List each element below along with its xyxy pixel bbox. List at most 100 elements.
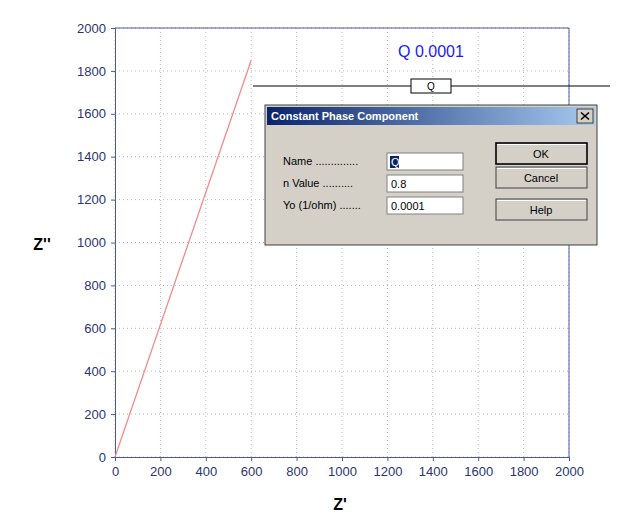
x-axis-tick: 1200 <box>373 457 402 479</box>
x-axis-tick: 200 <box>150 457 172 479</box>
button-highlight <box>497 144 586 145</box>
grid-line-y <box>115 70 569 71</box>
y-axis-tick-mark <box>111 328 115 329</box>
field-input[interactable] <box>387 197 463 214</box>
circuit-element: QQ 0.0001 <box>253 43 610 93</box>
y-axis-tick: 200 <box>84 407 115 422</box>
button-label: Cancel <box>524 172 558 184</box>
button[interactable] <box>496 167 587 188</box>
y-axis-title: Z'' <box>33 236 50 253</box>
x-axis-tick-label: 1200 <box>373 464 402 479</box>
x-axis-tick-mark <box>251 457 252 461</box>
dialog: Constant Phase ComponentName ...........… <box>265 105 597 245</box>
y-axis-tick-mark <box>111 414 115 415</box>
x-axis-tick: 400 <box>195 457 217 479</box>
y-axis-tick-label: 2000 <box>77 21 106 36</box>
grid-line-y <box>115 328 569 329</box>
x-axis-tick-label: 0 <box>112 464 119 479</box>
grid-line-y <box>115 371 569 372</box>
y-axis-tick: 800 <box>84 278 115 293</box>
y-axis-line <box>111 29 116 458</box>
y-axis-tick-label: 0 <box>99 450 106 465</box>
grid-line-y <box>115 414 569 415</box>
x-axis-tick-label: 1800 <box>510 464 539 479</box>
field-input[interactable] <box>387 153 463 170</box>
x-axis-tick-mark <box>342 457 343 461</box>
y-axis-tick-label: 400 <box>84 364 106 379</box>
dialog-titlebar <box>267 107 595 125</box>
plot-area <box>115 60 251 457</box>
field-label: n Value .......... <box>283 177 353 189</box>
chart: 0 200 400 600 800 1000 1200 1400 1600 1800 2000 0 20… <box>0 0 629 524</box>
x-axis-tick-label: 800 <box>286 464 308 479</box>
x-axis-tick-label: 1400 <box>419 464 448 479</box>
button[interactable] <box>496 199 587 220</box>
y-axis-tick-mark <box>111 114 115 115</box>
field-value: 0.0001 <box>391 200 425 212</box>
y-axis-tick-mark <box>111 157 115 158</box>
y-axis-tick-mark <box>111 200 115 201</box>
x-axis-tick: 1400 <box>419 457 448 479</box>
grid-line-y <box>115 28 569 29</box>
y-axis-tick: 1600 <box>77 106 115 121</box>
y-axis-tick-label: 1200 <box>77 192 106 207</box>
close-button-face[interactable] <box>577 109 593 123</box>
x-axis-tick-label: 2000 <box>555 464 584 479</box>
y-axis: 0 200 400 600 800 1000 1200 1400 1600 1800 2000 <box>77 21 115 465</box>
x-axis-tick-mark <box>297 457 298 461</box>
y-axis-tick-mark <box>111 371 115 372</box>
x-axis-tick-mark <box>160 457 161 461</box>
selection-highlight <box>390 156 399 168</box>
field-input[interactable] <box>387 175 463 192</box>
y-axis-tick-label: 1600 <box>77 106 106 121</box>
y-axis-tick-mark <box>111 243 115 244</box>
x-axis-tick: 2000 <box>555 457 584 479</box>
x-axis-tick: 800 <box>286 457 308 479</box>
y-axis-tick-mark <box>111 285 115 286</box>
y-axis-tick-label: 800 <box>84 278 106 293</box>
y-axis-tick-mark <box>111 457 115 458</box>
button-highlight <box>497 168 586 169</box>
x-axis-tick-mark <box>524 457 525 461</box>
x-axis: 0 200 400 600 800 1000 1200 1400 1600 1800 2000 <box>112 457 584 479</box>
y-axis-tick: 400 <box>84 364 115 379</box>
x-axis-line <box>116 458 570 462</box>
x-axis-tick-mark <box>433 457 434 461</box>
x-axis-tick-label: 600 <box>241 464 263 479</box>
x-axis-tick-label: 400 <box>195 464 217 479</box>
y-axis-tick-mark <box>111 71 115 72</box>
y-axis-tick: 600 <box>84 321 115 336</box>
x-axis-tick: 1600 <box>464 457 493 479</box>
dialog-body <box>265 105 597 245</box>
element-label: Q 0.0001 <box>398 43 464 60</box>
y-axis-tick-label: 600 <box>84 321 106 336</box>
x-axis-tick: 1800 <box>510 457 539 479</box>
x-axis-tick: 600 <box>241 457 263 479</box>
x-axis-tick-mark <box>569 457 570 461</box>
field-label: Yo (1/ohm) ....... <box>283 199 361 211</box>
close-button[interactable] <box>577 109 593 123</box>
y-axis-tick-label: 1000 <box>77 235 106 250</box>
grid-line-y <box>115 285 569 286</box>
x-axis-tick: 1000 <box>328 457 357 479</box>
y-axis-tick-label: 1800 <box>77 64 106 79</box>
x-axis-tick-mark <box>387 457 388 461</box>
close-icon <box>581 113 589 120</box>
x-axis-tick-label: 200 <box>150 464 172 479</box>
field-value: Q <box>391 156 400 168</box>
x-axis-tick-label: 1600 <box>464 464 493 479</box>
data-line <box>115 60 251 457</box>
x-axis-title: Z' <box>333 496 347 513</box>
element-box[interactable] <box>411 79 451 93</box>
y-axis-tick-label: 1400 <box>77 149 106 164</box>
y-axis-tick: 1000 <box>77 235 115 250</box>
field-value: 0.8 <box>391 178 406 190</box>
y-axis-tick-label: 200 <box>84 407 106 422</box>
field-label: Name .............. <box>283 155 358 167</box>
button[interactable] <box>496 143 587 164</box>
y-axis-tick-mark <box>111 28 115 29</box>
x-axis-tick: 0 <box>112 457 119 479</box>
button-label: OK <box>533 148 550 160</box>
y-axis-tick: 0 <box>99 450 115 465</box>
button-highlight <box>497 200 586 201</box>
